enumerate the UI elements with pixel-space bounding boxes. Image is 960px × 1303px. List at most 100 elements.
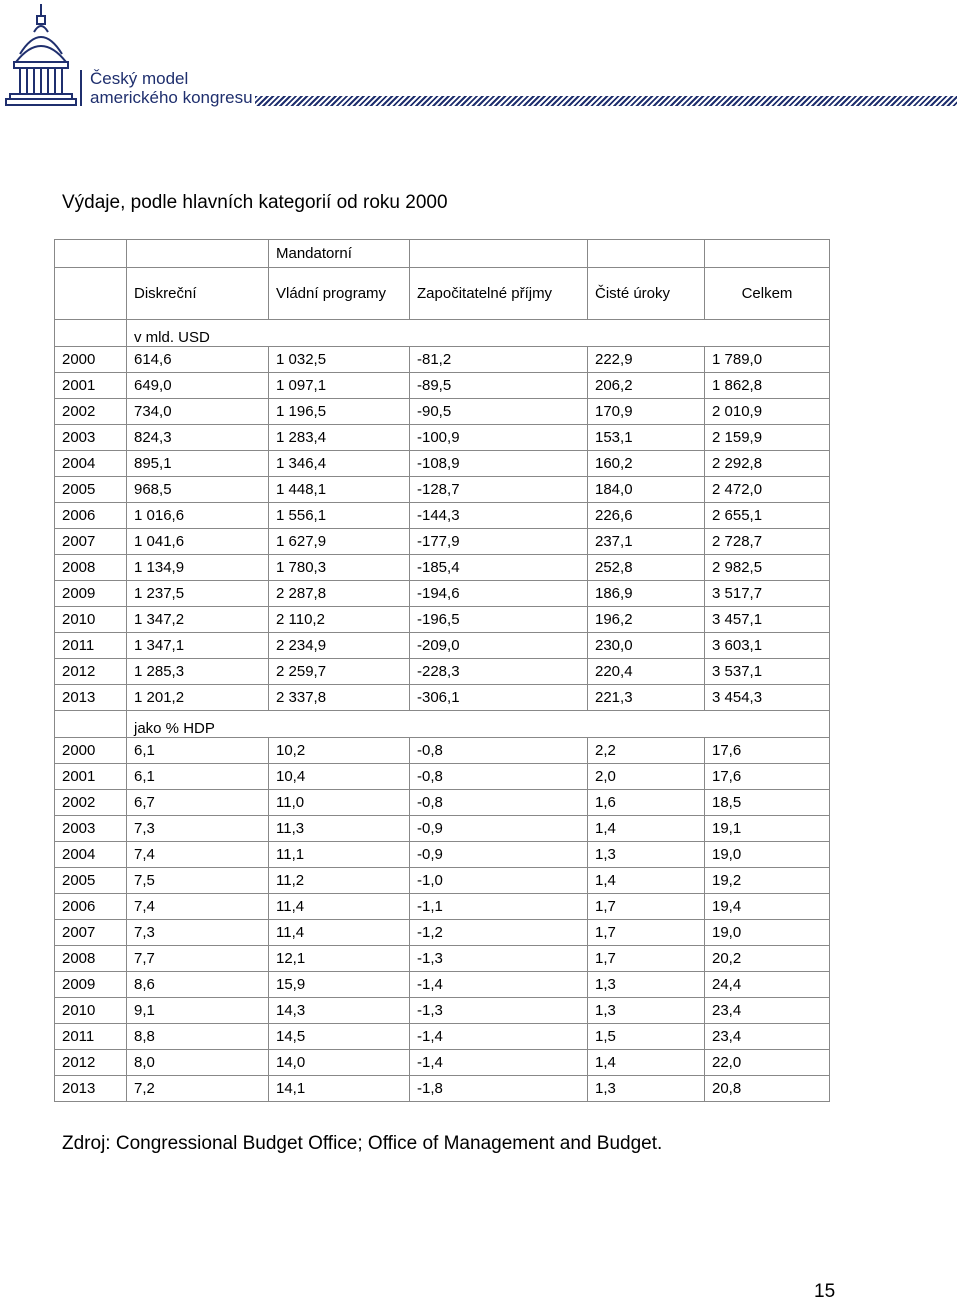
column-header: Celkem (704, 267, 830, 320)
column-header: Čisté úroky (587, 267, 705, 320)
year-cell: 2004 (54, 841, 127, 868)
table-row: 2013 7,2 14,1 -1,8 1,3 20,8 (54, 1075, 830, 1102)
value-cell: 23,4 (704, 997, 830, 1024)
value-cell: 220,4 (587, 658, 705, 685)
value-cell: 206,2 (587, 372, 705, 399)
value-cell: 2 292,8 (704, 450, 830, 477)
value-cell: 8,0 (126, 1049, 269, 1076)
value-cell: 1,5 (587, 1023, 705, 1050)
year-cell: 2003 (54, 424, 127, 451)
value-cell: 8,8 (126, 1023, 269, 1050)
value-cell: 2,2 (587, 737, 705, 764)
table-section-row: v mld. USD (54, 319, 830, 347)
value-cell: 7,3 (126, 919, 269, 946)
year-cell: 2012 (54, 1049, 127, 1076)
table-row: 2006 1 016,6 1 556,1 -144,3 226,6 2 655,1 (54, 502, 830, 529)
value-cell: 1 448,1 (268, 476, 410, 503)
value-cell: 6,1 (126, 737, 269, 764)
logo-divider (80, 70, 82, 106)
value-cell: -1,4 (409, 971, 588, 998)
value-cell: 1,7 (587, 919, 705, 946)
table-row: 2005 968,5 1 448,1 -128,7 184,0 2 472,0 (54, 476, 830, 503)
value-cell: 2 110,2 (268, 606, 410, 633)
year-cell: 2006 (54, 893, 127, 920)
value-cell: 1 780,3 (268, 554, 410, 581)
value-cell: 3 517,7 (704, 580, 830, 607)
value-cell: 17,6 (704, 763, 830, 790)
value-cell: -0,8 (409, 763, 588, 790)
value-cell: 10,4 (268, 763, 410, 790)
table-row: 2005 7,5 11,2 -1,0 1,4 19,2 (54, 867, 830, 894)
value-cell: 1,7 (587, 893, 705, 920)
value-cell: -1,3 (409, 945, 588, 972)
value-cell: 7,5 (126, 867, 269, 894)
value-cell: -1,3 (409, 997, 588, 1024)
year-cell: 2011 (54, 632, 127, 659)
table-row: 2000 614,6 1 032,5 -81,2 222,9 1 789,0 (54, 346, 830, 373)
value-cell: -90,5 (409, 398, 588, 425)
value-cell: 12,1 (268, 945, 410, 972)
year-cell: 2010 (54, 997, 127, 1024)
year-cell: 2010 (54, 606, 127, 633)
table-row: 2004 7,4 11,1 -0,9 1,3 19,0 (54, 841, 830, 868)
value-cell: -228,3 (409, 658, 588, 685)
table-row: 2011 8,8 14,5 -1,4 1,5 23,4 (54, 1023, 830, 1050)
year-cell: 2009 (54, 971, 127, 998)
value-cell: 11,3 (268, 815, 410, 842)
table-row: 2006 7,4 11,4 -1,1 1,7 19,4 (54, 893, 830, 920)
header-hatch-band (255, 96, 957, 106)
value-cell: 1 196,5 (268, 398, 410, 425)
value-cell: 7,3 (126, 815, 269, 842)
value-cell: 1 347,1 (126, 632, 269, 659)
year-cell: 2006 (54, 502, 127, 529)
value-cell: 237,1 (587, 528, 705, 555)
value-cell: -128,7 (409, 476, 588, 503)
value-cell: -1,4 (409, 1049, 588, 1076)
value-cell: 6,1 (126, 763, 269, 790)
value-cell: 170,9 (587, 398, 705, 425)
table-row: 2007 7,3 11,4 -1,2 1,7 19,0 (54, 919, 830, 946)
value-cell: 2 472,0 (704, 476, 830, 503)
value-cell: 2 728,7 (704, 528, 830, 555)
value-cell: 160,2 (587, 450, 705, 477)
value-cell: 15,9 (268, 971, 410, 998)
value-cell: 226,6 (587, 502, 705, 529)
value-cell: 24,4 (704, 971, 830, 998)
value-cell: -1,4 (409, 1023, 588, 1050)
logo-line-2: amerického kongresu (90, 88, 253, 107)
table-row: 2007 1 041,6 1 627,9 -177,9 237,1 2 728,7 (54, 528, 830, 555)
value-cell: 1 862,8 (704, 372, 830, 399)
year-cell: 2000 (54, 737, 127, 764)
table-row: 2013 1 201,2 2 337,8 -306,1 221,3 3 454,3 (54, 684, 830, 711)
table-row: 2004 895,1 1 346,4 -108,9 160,2 2 292,8 (54, 450, 830, 477)
value-cell: -81,2 (409, 346, 588, 373)
section-label: jako % HDP (126, 710, 830, 738)
table-row: 2008 7,7 12,1 -1,3 1,7 20,2 (54, 945, 830, 972)
value-cell: 1,4 (587, 815, 705, 842)
value-cell: -100,9 (409, 424, 588, 451)
value-cell: 1,3 (587, 1075, 705, 1102)
table-row: 2002 734,0 1 196,5 -90,5 170,9 2 010,9 (54, 398, 830, 425)
table-column-header-row: Diskreční Vládní programy Započitatelné … (54, 267, 830, 320)
value-cell: 1,4 (587, 1049, 705, 1076)
value-cell: -144,3 (409, 502, 588, 529)
value-cell: 649,0 (126, 372, 269, 399)
year-cell: 2009 (54, 580, 127, 607)
year-cell: 2005 (54, 476, 127, 503)
value-cell: -306,1 (409, 684, 588, 711)
value-cell: 1 237,5 (126, 580, 269, 607)
table-row: 2009 8,6 15,9 -1,4 1,3 24,4 (54, 971, 830, 998)
value-cell: 2 982,5 (704, 554, 830, 581)
value-cell: 1,4 (587, 867, 705, 894)
value-cell: 17,6 (704, 737, 830, 764)
logo-text: Český model amerického kongresu (90, 69, 253, 107)
year-cell: 2004 (54, 450, 127, 477)
value-cell: 19,1 (704, 815, 830, 842)
value-cell: -1,8 (409, 1075, 588, 1102)
value-cell: 14,3 (268, 997, 410, 1024)
value-cell: 19,4 (704, 893, 830, 920)
value-cell: 1 285,3 (126, 658, 269, 685)
value-cell: 1,3 (587, 997, 705, 1024)
value-cell: 153,1 (587, 424, 705, 451)
value-cell: 734,0 (126, 398, 269, 425)
